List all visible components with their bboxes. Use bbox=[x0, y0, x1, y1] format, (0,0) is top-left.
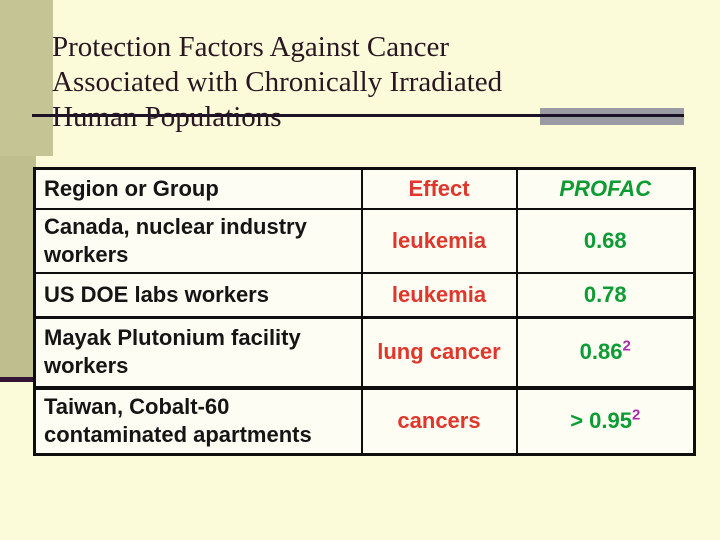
profac-superscript: 2 bbox=[622, 337, 631, 355]
effect-cell: cancers bbox=[360, 385, 518, 456]
region-cell: Canada, nuclear industry workers bbox=[33, 207, 363, 274]
profac-value: 0.68 bbox=[583, 227, 627, 253]
profac-value: > 0.95 bbox=[570, 408, 632, 434]
table-header-row: Region or Group Effect PROFAC bbox=[33, 167, 696, 210]
profac-cell: 0.68 bbox=[515, 207, 696, 274]
table-row: Canada, nuclear industry workers leukemi… bbox=[33, 207, 696, 274]
sidebar-band-top bbox=[0, 0, 53, 156]
effect-cell: lung cancer bbox=[360, 316, 518, 389]
header-profac: PROFAC bbox=[515, 167, 696, 210]
profac-cell: > 0.952 bbox=[515, 385, 696, 456]
title-underline-rule bbox=[32, 114, 684, 117]
header-effect: Effect bbox=[360, 167, 518, 210]
effect-cell: leukemia bbox=[360, 207, 518, 274]
slide-title: Protection Factors Against Cancer Associ… bbox=[52, 31, 503, 133]
region-cell: US DOE labs workers bbox=[33, 271, 363, 319]
sidebar-bottom-rule bbox=[0, 377, 36, 382]
effect-cell: leukemia bbox=[360, 271, 518, 319]
profac-table: Region or Group Effect PROFAC Canada, nu… bbox=[33, 167, 696, 456]
table-row: Taiwan, Cobalt-60 contaminated apartment… bbox=[33, 385, 696, 456]
table-row: US DOE labs workers leukemia 0.78 bbox=[33, 271, 696, 319]
profac-cell: 0.862 bbox=[515, 316, 696, 389]
table-row: Mayak Plutonium facility workers lung ca… bbox=[33, 316, 696, 389]
header-region-or-group: Region or Group bbox=[33, 167, 363, 210]
profac-value: 0.78 bbox=[583, 281, 627, 307]
profac-cell: 0.78 bbox=[515, 271, 696, 319]
profac-value: 0.86 bbox=[579, 339, 623, 365]
region-cell: Taiwan, Cobalt-60 contaminated apartment… bbox=[33, 385, 363, 456]
profac-superscript: 2 bbox=[631, 406, 641, 424]
region-cell: Mayak Plutonium facility workers bbox=[33, 316, 363, 389]
